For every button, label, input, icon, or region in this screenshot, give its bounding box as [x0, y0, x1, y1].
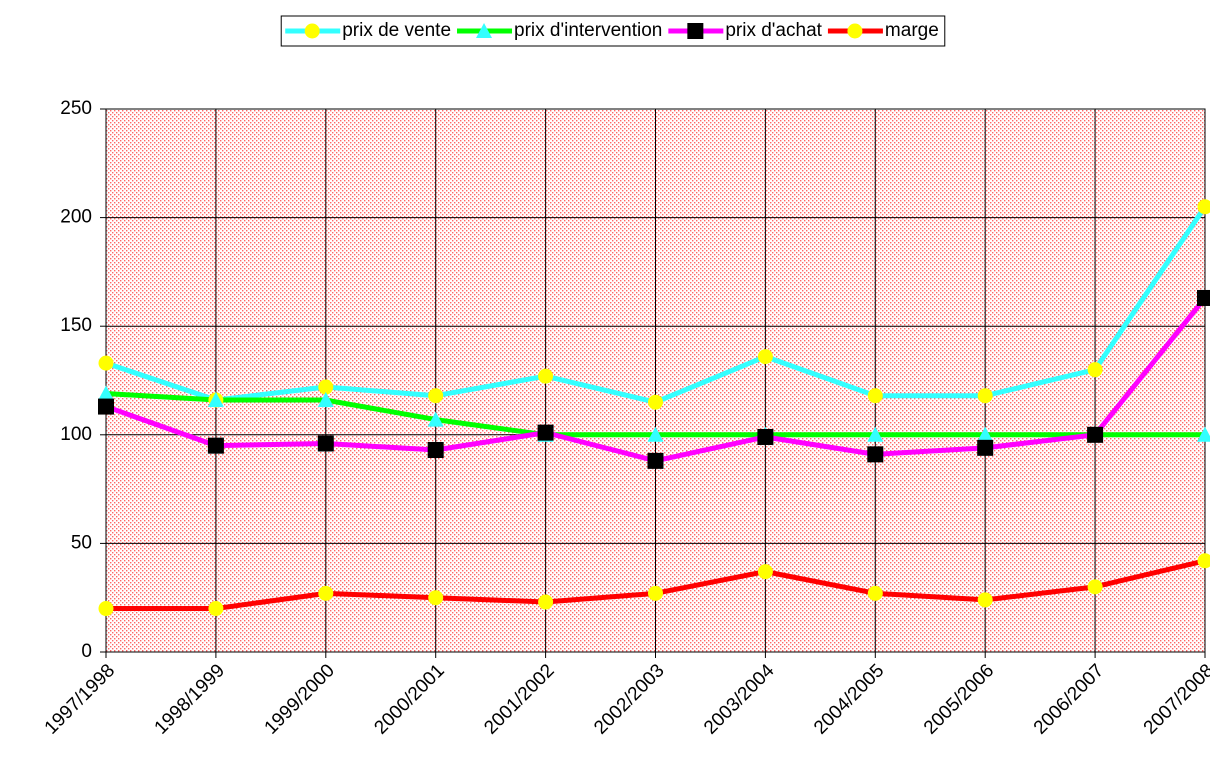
x-tick-label: 2007/2008 — [1140, 660, 1210, 738]
point-marker — [867, 446, 884, 463]
x-tick-label: 2002/2003 — [590, 660, 668, 738]
point-marker — [1087, 579, 1103, 595]
point-marker — [427, 442, 444, 459]
x-tick-label: 1997/1998 — [41, 660, 119, 738]
y-tick-label: 0 — [81, 641, 92, 662]
point-marker — [537, 424, 554, 441]
point-marker — [208, 601, 224, 617]
point-marker — [98, 355, 114, 371]
x-tick-label: 2001/2002 — [480, 660, 558, 738]
legend-label: marge — [885, 20, 939, 41]
point-marker — [428, 388, 444, 404]
legend-marker — [687, 23, 704, 39]
plot-border — [105, 108, 1206, 653]
point-marker — [318, 379, 334, 395]
point-marker — [867, 585, 883, 601]
point-marker — [977, 426, 994, 442]
point-marker — [98, 385, 114, 401]
y-tick-label: 100 — [60, 424, 92, 445]
x-tick-label: 2006/2007 — [1030, 660, 1108, 738]
point-marker — [867, 388, 883, 404]
point-marker — [1197, 199, 1210, 215]
point-marker — [648, 585, 663, 601]
legend-entry: marge — [827, 20, 939, 41]
legend-entry: prix d'intervention — [457, 20, 662, 41]
legend-label: prix d'achat — [725, 20, 822, 41]
legend-entry: prix d'achat — [668, 20, 823, 41]
point-marker — [1197, 426, 1210, 442]
point-marker — [757, 428, 774, 445]
point-marker — [1197, 289, 1210, 306]
point-marker — [977, 592, 993, 608]
y-tick-label: 250 — [60, 98, 92, 119]
legend-marker — [304, 23, 320, 39]
point-marker — [647, 426, 664, 442]
x-tick-label: 2003/2004 — [700, 660, 779, 739]
y-tick-label: 150 — [60, 315, 92, 336]
point-marker — [207, 392, 224, 408]
point-marker — [318, 585, 334, 601]
point-marker — [427, 411, 444, 427]
point-marker — [207, 437, 224, 454]
y-tick-label: 200 — [60, 207, 92, 228]
point-marker — [538, 594, 554, 610]
point-marker — [757, 349, 773, 365]
point-marker — [1197, 553, 1210, 569]
point-marker — [757, 564, 773, 580]
x-tick-label: 2004/2005 — [810, 660, 888, 738]
legend-label: prix d'intervention — [514, 20, 662, 41]
legend-marker — [847, 23, 863, 39]
point-marker — [98, 601, 114, 617]
point-marker — [977, 388, 993, 404]
legend-label: prix de vente — [342, 20, 451, 41]
legend: prix de vente prix d'intervention prix d'a… — [280, 15, 946, 47]
point-marker — [538, 368, 554, 384]
point-marker — [648, 394, 663, 410]
x-tick-label: 1998/1999 — [151, 660, 229, 738]
x-tick-label: 2005/2006 — [920, 660, 998, 738]
y-tick-label: 50 — [71, 532, 92, 553]
point-marker — [428, 590, 444, 606]
point-marker — [1087, 426, 1104, 443]
point-marker — [977, 439, 994, 456]
point-marker — [1087, 362, 1103, 378]
plot-area: 0 50 100 150 200 250 1997/1998 1998/1999 1999/20… — [41, 98, 1210, 739]
point-marker — [317, 392, 334, 408]
point-marker — [317, 435, 334, 452]
legend-entry: prix de vente — [285, 20, 451, 41]
x-tick-label: 2000/2001 — [370, 660, 448, 738]
legend-marker — [476, 23, 493, 38]
point-marker — [98, 398, 114, 415]
x-tick-label: 1999/2000 — [261, 660, 339, 738]
point-marker — [647, 452, 664, 469]
point-marker — [867, 426, 884, 442]
